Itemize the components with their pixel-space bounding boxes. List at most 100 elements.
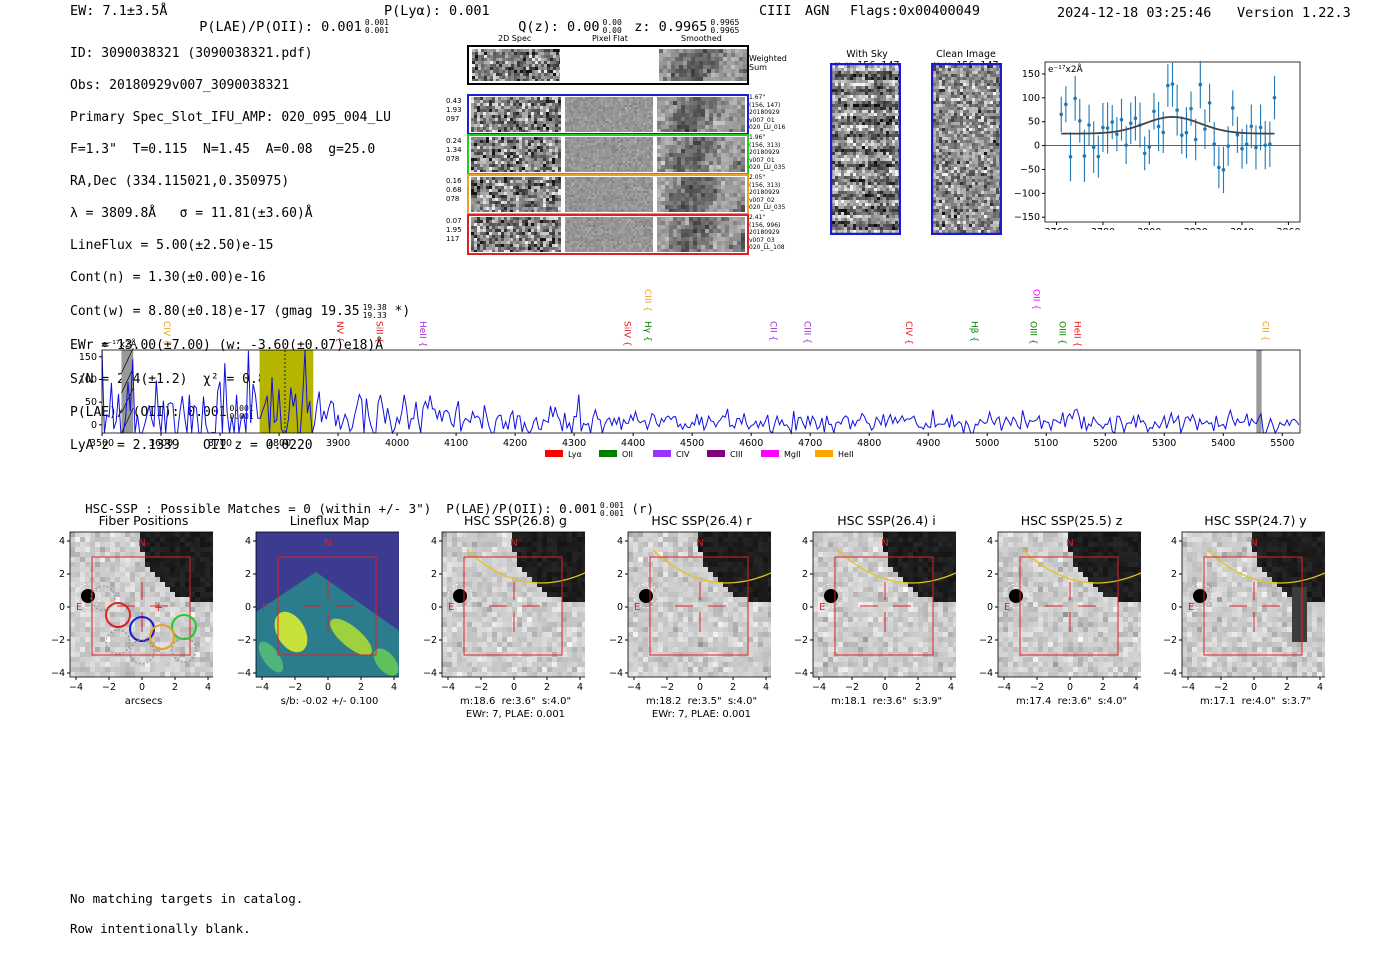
hsc-ytick: −2 (51, 635, 65, 646)
cutout-pixelflat (565, 97, 653, 133)
hsc-xtick: 2 (1100, 682, 1106, 693)
spectral-line-label: CIII { (801, 321, 811, 344)
north-label: N (138, 538, 145, 549)
info-lineflux: LineFlux = 5.00(±2.50)e-15 (70, 238, 274, 253)
info-obs: Obs: 20180929v007_3090038321 (70, 78, 290, 93)
cutout-row-0 (467, 94, 749, 135)
hsc-panel-footer: arcsecs (124, 696, 163, 707)
fit-xtick: 3860 (1276, 227, 1300, 230)
spectrum-ytick: 50 (85, 397, 97, 408)
hsc-ytick: −4 (794, 668, 808, 679)
hsc-panel-footer-2: EWr: 7, PLAE: 0.001 (465, 709, 566, 720)
footer-line-1: No matching targets in catalog. (70, 891, 304, 906)
spectrum-xtick: 4100 (444, 438, 468, 449)
weighted-sum-box (467, 45, 749, 85)
spectral-line-label: Hγ { (642, 321, 652, 342)
spectrum-xtick: 4600 (739, 438, 763, 449)
hsc-xtick: −4 (812, 682, 826, 693)
col-label-pixelflat: Pixel Flat (592, 34, 628, 43)
hsc-xtick: −4 (69, 682, 83, 693)
east-label: E (819, 602, 825, 613)
col-label-2dspec: 2D Spec (498, 34, 532, 43)
hsc-xtick: −2 (288, 682, 302, 693)
hsc-xtick: 2 (172, 682, 178, 693)
hsc-ytick: 4 (987, 536, 993, 547)
cutout-row-right-label: 1.67" (156, 147) 20180929 v007_01 020_LU… (749, 94, 786, 132)
spectrum-unit: e⁻¹⁷x2Å (102, 338, 138, 350)
fit-unit: e⁻¹⁷x2Å (1048, 63, 1084, 75)
hsc-xtick: −2 (1214, 682, 1228, 693)
hsc-ytick: −2 (794, 635, 808, 646)
hsc-xtick: 0 (1067, 682, 1073, 693)
hsc-ytick: 0 (431, 602, 437, 613)
hsc-xtick: 0 (139, 682, 145, 693)
legend-swatch (707, 450, 725, 457)
legend-label: HeII (838, 450, 854, 459)
hsc-ytick: −4 (237, 668, 251, 679)
cutout-smoothed (657, 177, 745, 213)
info-ewr: EWr = 13.00(±7.00) (w: -3.60(±0.07)e18)Å (70, 338, 384, 353)
header-plae: P(LAE)/P(OII): 0.001 0.001 0.001 (199, 18, 389, 36)
full-spectrum-plot: 3500 3600 3700 3800 3900 4000 4100 4200 4300 4400… (79, 289, 1301, 459)
hsc-xtick: −2 (660, 682, 674, 693)
spectrum-xtick: 4400 (621, 438, 645, 449)
hsc-ytick: −4 (979, 668, 993, 679)
fit-ytick: 100 (1022, 93, 1040, 104)
spectral-line-label: CIV { (161, 321, 171, 345)
hsc-cutout-image: N E −4 −2 0 2 4 4 2 0 −2 −4 (609, 531, 771, 693)
east-label: E (1188, 602, 1194, 613)
fit-ytick: 0 (1034, 141, 1040, 152)
spectrum-xtick: 4200 (503, 438, 527, 449)
hsc-panel-footer: m:18.6 re:3.6" s:4.0" (459, 696, 572, 707)
spectral-line-label: OII { (1030, 289, 1040, 310)
hsc-xtick: 4 (1317, 682, 1323, 693)
hsc-ytick: −2 (609, 635, 623, 646)
hsc-panel-footer: m:18.1 re:3.6" s:3.9" (830, 696, 943, 707)
hsc-ytick: −4 (51, 668, 65, 679)
cutout-2dspec (471, 217, 561, 253)
spectrum-xtick: 3600 (149, 438, 173, 449)
info-contw: Cont(w) = 8.80(±0.18)e-17 (gmag 19.35 19.… (70, 302, 411, 320)
header-z: z: 0.9965 0.9965 0.9965 (634, 18, 740, 36)
hsc-ytick: 4 (802, 536, 808, 547)
hsc-xtick: −4 (1181, 682, 1195, 693)
hsc-panel-footer: m:17.1 re:4.0" s:3.7" (1199, 696, 1312, 707)
hsc-xtick: 2 (358, 682, 364, 693)
hsc-ytick: 4 (59, 536, 65, 547)
hsc-xtick: 4 (577, 682, 583, 693)
north-label: N (324, 538, 331, 549)
north-label: N (1066, 538, 1073, 549)
hsc-ytick: 0 (987, 602, 993, 613)
hsc-ytick: −2 (237, 635, 251, 646)
spectrum-xtick: 4700 (798, 438, 822, 449)
cutout-smoothed (657, 137, 745, 173)
header-line: CIII (759, 3, 792, 19)
hsc-ytick: −4 (1163, 668, 1177, 679)
cutout-2dspec (471, 177, 561, 213)
cutout-row-1 (467, 134, 749, 175)
cutout-row-right-label: 1.96" (156, 313) 20180929 v007_01 020_LU… (749, 134, 786, 172)
header-ew: EW: 7.1±3.5Å (70, 3, 168, 19)
hsc-xtick: −2 (102, 682, 116, 693)
weighted-smoothed (659, 49, 747, 81)
fit-xtick: 3840 (1230, 227, 1254, 230)
cutout-row-2 (467, 174, 749, 215)
header-timestamp: 2024-12-18 03:25:46 (1057, 5, 1212, 21)
hsc-xtick: −4 (627, 682, 641, 693)
hsc-ytick: 0 (245, 602, 251, 613)
spectrum-xtick: 5400 (1211, 438, 1235, 449)
cutout-2dspec (471, 97, 561, 133)
hsc-xtick: 4 (1133, 682, 1139, 693)
hsc-xtick: 0 (1251, 682, 1257, 693)
spectral-line-label: CII { (768, 321, 778, 341)
cutout-panel: 2D Spec Pixel Flat Smoothed Weighted Sum… (440, 32, 810, 257)
legend-swatch (761, 450, 779, 457)
hsc-ytick: 2 (59, 569, 65, 580)
legend-label: OII (622, 450, 633, 459)
hsc-xtick: 4 (205, 682, 211, 693)
spectrum-xtick: 4000 (385, 438, 409, 449)
hsc-xtick: 2 (915, 682, 921, 693)
hsc-xtick: −2 (845, 682, 859, 693)
hsc-xtick: 0 (511, 682, 517, 693)
